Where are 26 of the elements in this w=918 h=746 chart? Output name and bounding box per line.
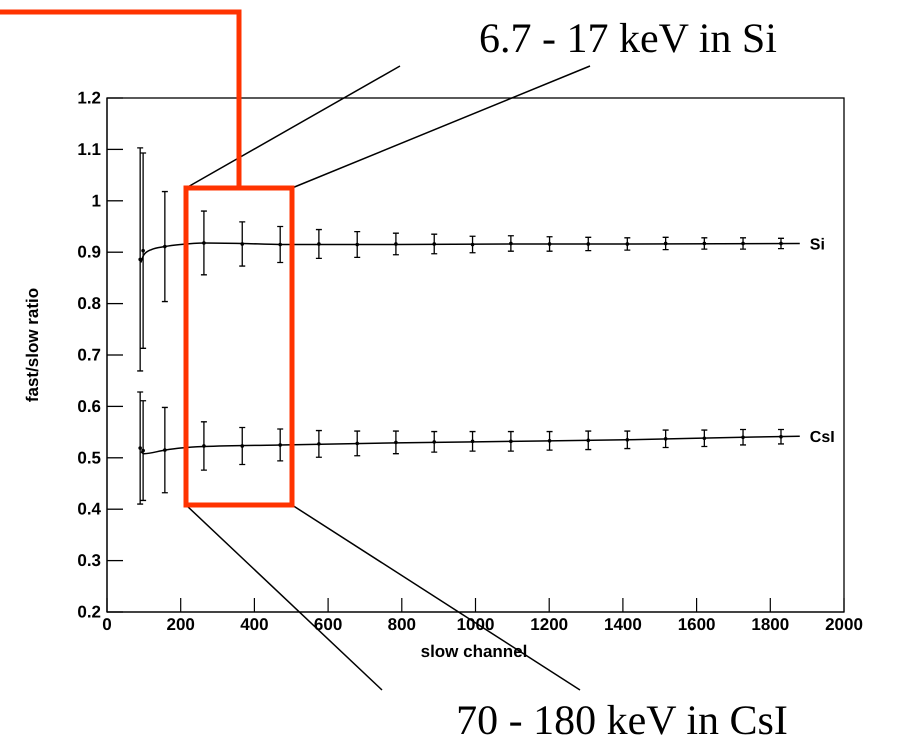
y-tick-label: 1.1 <box>77 140 101 159</box>
x-tick-label: 0 <box>102 615 112 634</box>
y-tick-label: 0.7 <box>77 345 101 364</box>
y-tick-label: 0.6 <box>77 396 101 416</box>
y-tick-label: 1.2 <box>77 88 101 108</box>
y-tick-label: 0.4 <box>77 500 102 519</box>
y-tick-label: 0.2 <box>77 602 101 622</box>
x-tick-label: 600 <box>314 615 342 634</box>
y-tick-label: 0.5 <box>77 448 101 468</box>
y-tick-label: 0.8 <box>77 294 101 314</box>
series-label: CsI <box>810 429 835 446</box>
x-tick-label: 1200 <box>530 615 568 634</box>
x-tick-label: 200 <box>166 615 195 634</box>
text: 70 - 180 keV in CsI <box>456 698 788 744</box>
x-tick-label: 400 <box>240 615 269 634</box>
x-tick-label: 800 <box>388 615 416 634</box>
series-label: Si <box>810 236 825 254</box>
y-tick-label: 1 <box>92 191 101 210</box>
x-tick-label: 1600 <box>678 615 716 634</box>
y-tick-label: 0.9 <box>77 242 101 262</box>
x-tick-label: 1400 <box>604 615 642 634</box>
text: 6.7 - 17 keV in Si <box>479 16 777 62</box>
y-tick-label: 0.3 <box>77 551 101 570</box>
x-tick-label: 2000 <box>825 615 863 634</box>
y-axis-title: fast/slow ratio <box>23 288 42 402</box>
x-tick-label: 1800 <box>751 615 790 634</box>
